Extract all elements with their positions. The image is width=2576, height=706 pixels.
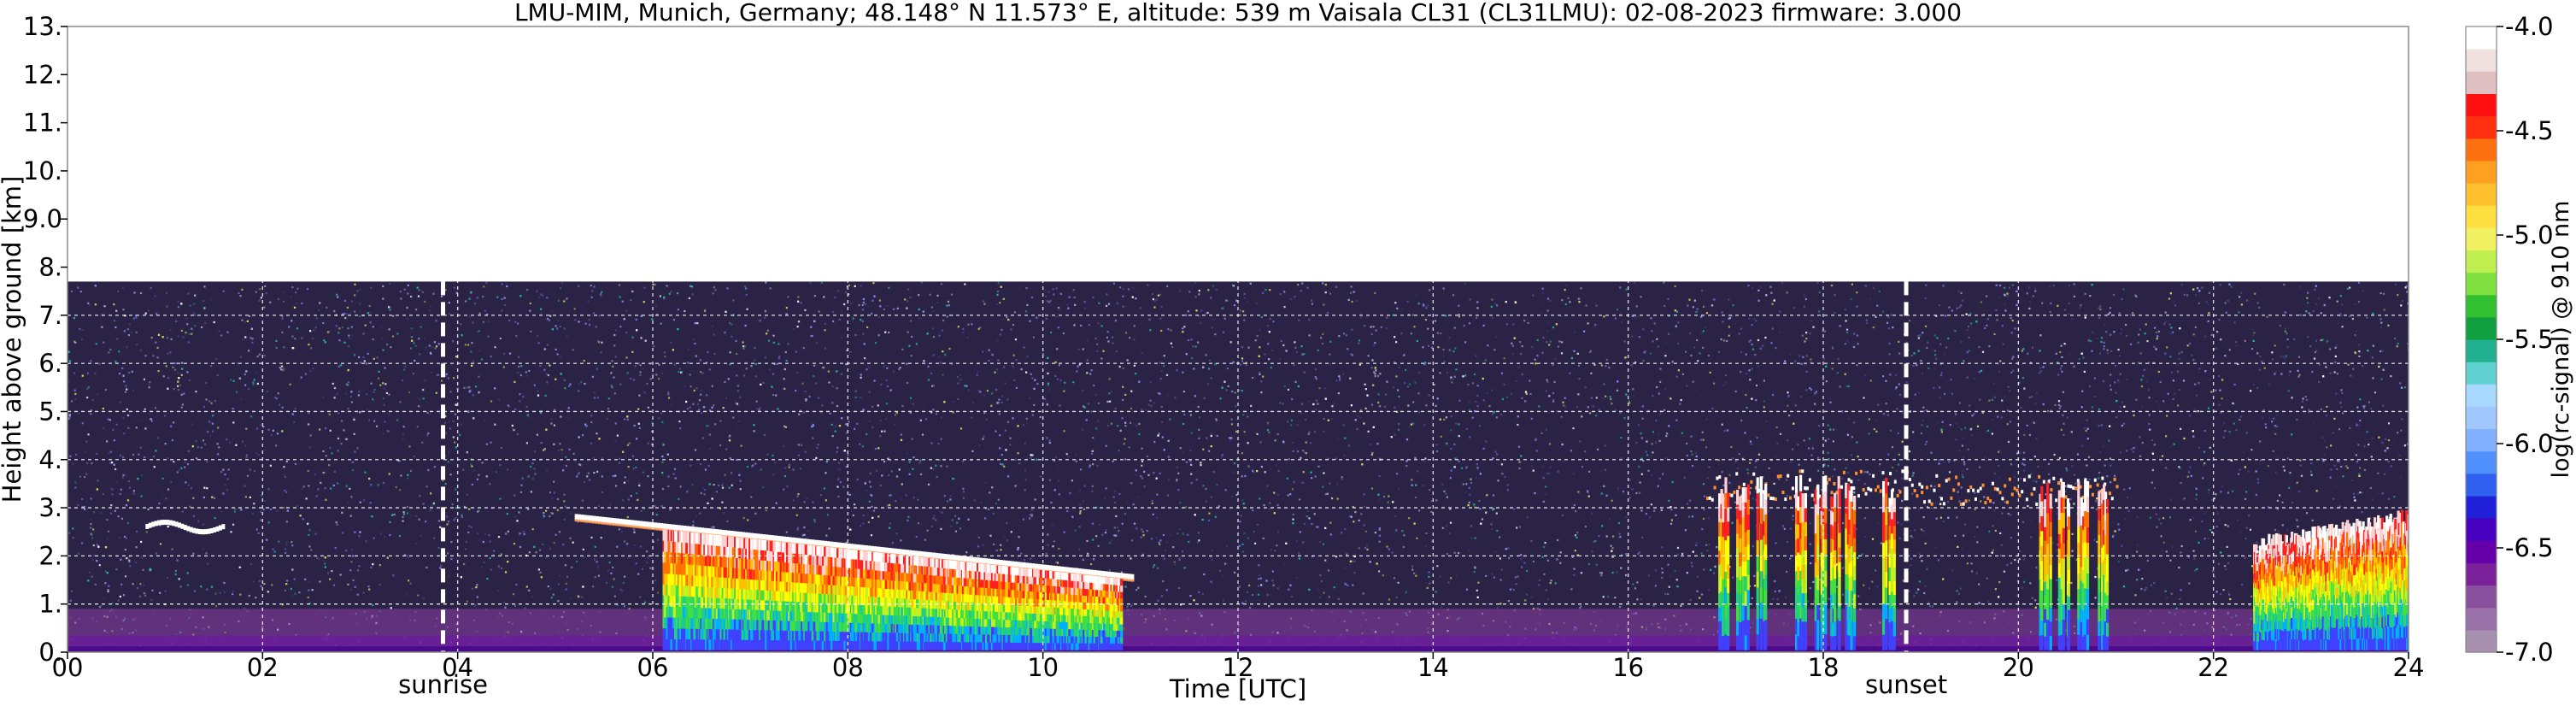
- precip-streaks: [1795, 474, 1807, 650]
- x-tick-label: 20: [2003, 653, 2034, 682]
- y-tick-label: 5.: [38, 397, 62, 426]
- colorbar-segment: [2466, 473, 2497, 497]
- x-tick-label: 14: [1417, 653, 1449, 682]
- colorbar-segment: [2466, 250, 2497, 274]
- y-tick-label: 2.: [38, 541, 62, 570]
- colorbar-tick-label: -7.0: [2505, 638, 2554, 667]
- y-tick-label: 10.: [23, 156, 62, 185]
- colorbar-segment: [2466, 629, 2497, 653]
- x-tick-label: 00: [52, 653, 84, 682]
- precip-streaks: [2077, 479, 2090, 650]
- colorbar-segment: [2466, 607, 2497, 631]
- colorbar: -4.0 -4.5 -5.0 -5.5 -6.0 -6.5 -7.0: [2465, 12, 2554, 667]
- colorbar-tick-label: -6.0: [2505, 429, 2554, 458]
- colorbar-segment: [2466, 562, 2497, 586]
- x-axis-label: Time [UTC]: [1169, 674, 1306, 703]
- x-tick-label: 08: [832, 653, 864, 682]
- colorbar-segment: [2466, 384, 2497, 407]
- precip-streaks: [1736, 484, 1750, 650]
- precip-streaks: [2098, 484, 2110, 650]
- colorbar-segment: [2466, 294, 2497, 318]
- axes: 00 02 04 06 08 10 12 14 16 18 20 22 24 0. 1. 2. 3. 4. 5. 6.…: [23, 12, 2425, 682]
- precip-streaks: [2039, 482, 2052, 650]
- colorbar-segment: [2466, 115, 2497, 139]
- precip-streaks: [2057, 481, 2071, 650]
- colorbar-tick-label: -5.5: [2505, 325, 2554, 354]
- thin-cloud: [145, 519, 226, 535]
- precip-streaks: [1845, 482, 1857, 650]
- colorbar-segment: [2466, 71, 2497, 94]
- chart-title: LMU-MIM, Munich, Germany; 48.148° N 11.5…: [514, 0, 1962, 26]
- colorbar-segment: [2466, 183, 2497, 206]
- marker-label-sunset: sunset: [1865, 670, 1947, 699]
- marker-label-sunrise: sunrise: [398, 670, 488, 699]
- colorbar-segment: [2466, 316, 2497, 340]
- x-tick-label: 22: [2198, 653, 2229, 682]
- colorbar-segment: [2466, 518, 2497, 541]
- precip-streaks: [1718, 477, 1730, 650]
- precip-streaks: [2253, 509, 2409, 650]
- precip-streaks: [1830, 476, 1841, 650]
- y-tick-label: 13.: [23, 12, 62, 41]
- colorbar-tick-label: -4.0: [2505, 12, 2554, 41]
- x-tick-label: 06: [637, 653, 669, 682]
- colorbar-segment: [2466, 93, 2497, 117]
- x-tick-label: 12: [1223, 653, 1254, 682]
- colorbar-tick-label: -6.5: [2505, 533, 2554, 562]
- colorbar-tick-label: -5.0: [2505, 221, 2554, 250]
- y-tick-label: 12.: [23, 60, 62, 89]
- y-tick-label: 8.: [38, 253, 62, 282]
- y-tick-label: 6.: [38, 349, 62, 378]
- x-tick-label: 04: [442, 653, 473, 682]
- colorbar-segment: [2466, 540, 2497, 563]
- colorbar-segment: [2466, 138, 2497, 162]
- x-tick-label: 02: [247, 653, 279, 682]
- colorbar-segment: [2466, 272, 2497, 296]
- colorbar-segment: [2466, 160, 2497, 184]
- sun-markers: sunrise sunset: [398, 281, 1947, 699]
- colorbar-segment: [2466, 339, 2497, 362]
- y-tick-label: 3.: [38, 493, 62, 522]
- y-tick-label: 11.: [23, 109, 62, 138]
- y-axis-label: Height above ground [km]: [0, 176, 26, 503]
- colorbar-segment: [2466, 227, 2497, 250]
- colorbar-segment: [2466, 26, 2497, 50]
- colorbar-tick-label: -4.5: [2505, 116, 2554, 145]
- colorbar-segment: [2466, 428, 2497, 452]
- x-tick-label: 10: [1027, 653, 1059, 682]
- colorbar-segment: [2466, 205, 2497, 228]
- precip-streaks: [1756, 476, 1768, 650]
- y-tick-label: 1.: [38, 590, 62, 619]
- x-tick-label: 24: [2393, 653, 2425, 682]
- colorbar-segment: [2466, 450, 2497, 474]
- colorbar-segment: [2466, 496, 2497, 519]
- y-tick-label: 7.: [38, 301, 62, 330]
- colorbar-segment: [2466, 49, 2497, 72]
- y-tick-label: 9.0: [23, 204, 62, 233]
- x-tick-label: 16: [1612, 653, 1644, 682]
- backscatter-heatmap: [67, 281, 2409, 652]
- precip-streaks: [662, 529, 1124, 650]
- x-tick-label: 18: [1808, 653, 1840, 682]
- y-tick-label: 0.: [38, 638, 62, 667]
- precip-streaks: [1882, 477, 1896, 650]
- colorbar-segment: [2466, 362, 2497, 385]
- grid-lines: [67, 26, 2409, 652]
- colorbar-segment: [2466, 585, 2497, 609]
- precip-streaks: [1814, 475, 1828, 650]
- y-tick-label: 4.: [38, 445, 62, 474]
- colorbar-label: log(rc-signal) @ 910 nm: [2548, 201, 2574, 479]
- colorbar-segment: [2466, 406, 2497, 430]
